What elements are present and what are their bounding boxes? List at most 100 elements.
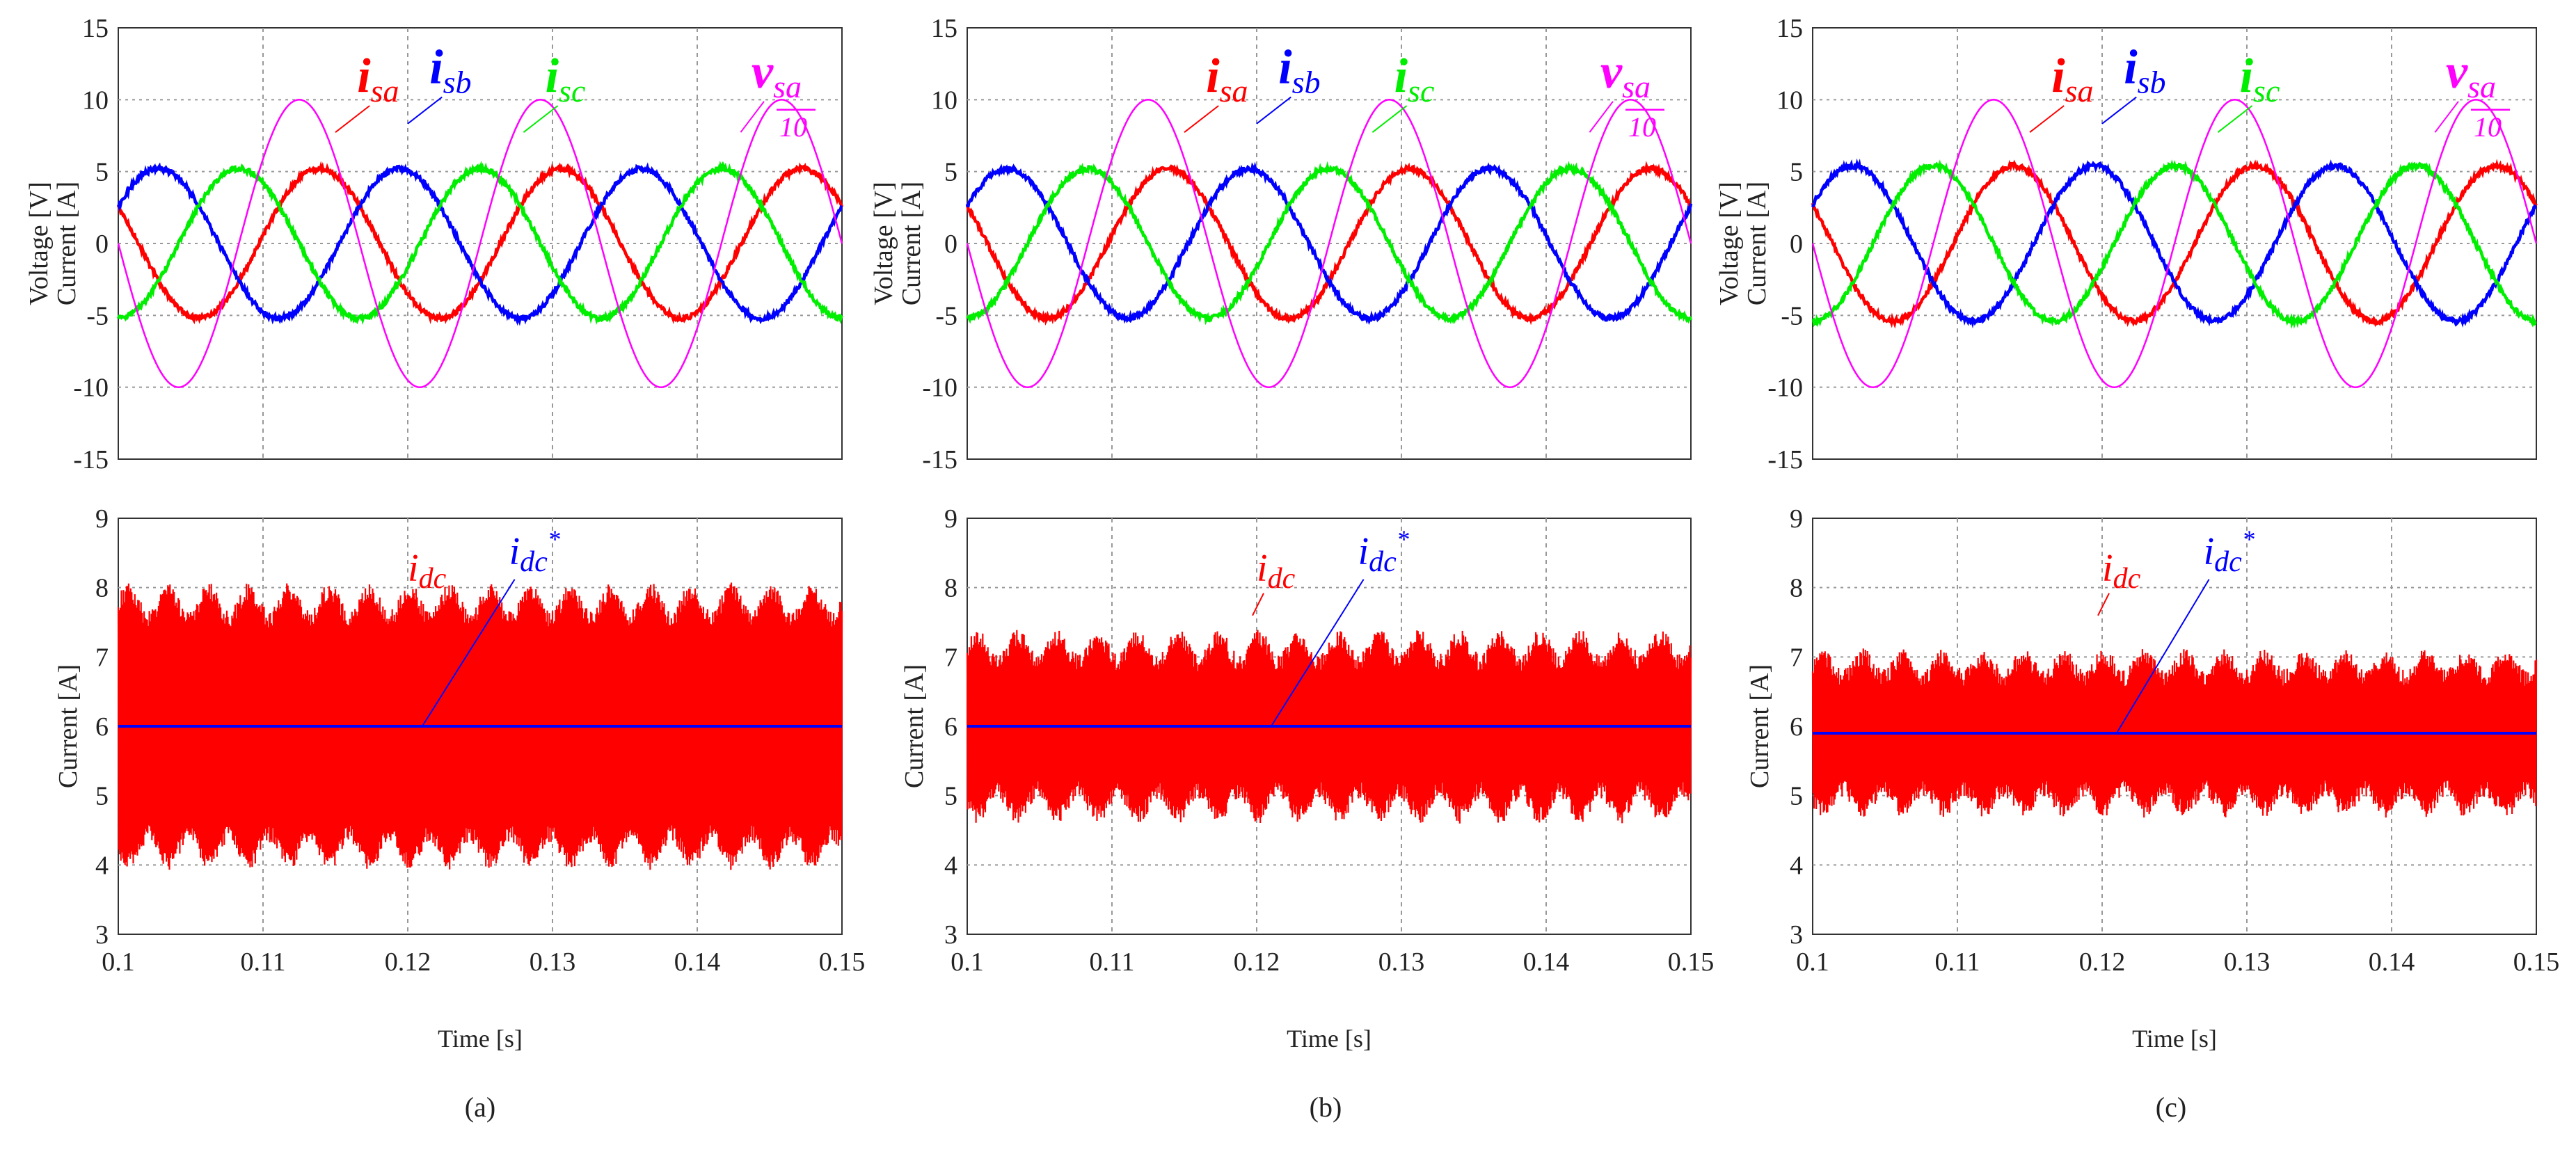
y-tick-label: 7 — [1790, 643, 1803, 672]
y-tick-label: 5 — [95, 158, 109, 187]
annotation-subscript: sb — [1292, 65, 1321, 100]
annotation-arrow — [1252, 593, 1264, 616]
annotation-arrow — [1270, 579, 1365, 727]
y-tick-label: 15 — [1776, 14, 1803, 43]
y-tick-label: 15 — [82, 14, 109, 43]
annotation-arrow — [2029, 105, 2065, 133]
x-tick-label: 0.1 — [102, 947, 135, 977]
y-axis-label-voltage: Voltage [V] — [1715, 182, 1744, 305]
series-line-isb — [116, 162, 843, 326]
y-tick-label: 3 — [1790, 920, 1803, 950]
annotation-arrow — [2434, 101, 2459, 133]
annotation-superscript: * — [548, 525, 560, 553]
x-tick-label: 0.1 — [951, 947, 984, 977]
y-tick-label: -10 — [73, 374, 109, 403]
x-tick-label: 0.14 — [1523, 947, 1570, 977]
annotation-subscript: sa — [1622, 69, 1651, 104]
y-tick-label: -5 — [86, 301, 109, 330]
annotation-arrow — [2101, 96, 2137, 125]
caption-b: (b) — [1310, 1091, 1342, 1123]
y-tick-label: 7 — [95, 643, 109, 672]
annotation-arrow — [407, 96, 443, 125]
y-tick-label: -15 — [1767, 445, 1803, 474]
annotation-subscript: sa — [773, 69, 802, 104]
y-tick-label: 15 — [931, 14, 957, 43]
y-tick-label: 6 — [1790, 712, 1803, 742]
annotation-subscript: sa — [1220, 73, 1248, 109]
y-tick-label: -5 — [935, 301, 957, 330]
x-tick-label: 0.12 — [385, 947, 431, 977]
y-tick-label: 10 — [82, 86, 109, 115]
y-tick-label: 9 — [944, 504, 957, 534]
annotation-subscript: sa — [2467, 69, 2496, 104]
y-tick-label: -10 — [1767, 374, 1803, 403]
annotation-arrow — [403, 593, 415, 616]
x-tick-label: 0.12 — [1234, 947, 1280, 977]
x-tick-label: 0.14 — [2369, 947, 2415, 977]
x-tick-label: 0.12 — [2079, 947, 2126, 977]
y-axis-label-current: Current [A] — [1742, 182, 1772, 305]
y-tick-label: 10 — [1776, 86, 1803, 115]
series-line-vsa — [1811, 99, 2538, 388]
annotation-subscript: dc — [2113, 563, 2141, 595]
annotation-subscript: sb — [443, 65, 472, 100]
y-tick-label: 4 — [1790, 851, 1803, 880]
y-axis-label-voltage: Voltage [V] — [869, 182, 898, 305]
dc-plot-b: 9 8 7 6 5 4 30.1 0.11 0.12 0.13 0.14 0.15 Current [… — [900, 504, 1714, 1053]
series-line-isc — [1811, 159, 2537, 329]
x-tick-label: 0.15 — [2513, 947, 2560, 977]
annotation-subscript: sc — [559, 73, 585, 109]
x-tick-label: 0.13 — [1378, 947, 1425, 977]
annotation-divisor: 10 — [779, 111, 807, 143]
annotation-subscript: dc — [419, 563, 447, 595]
y-tick-label: 4 — [95, 851, 109, 880]
y-tick-label: -10 — [922, 374, 957, 403]
x-tick-label: 0.11 — [1934, 947, 1980, 977]
y-axis-label-current: Current [A] — [900, 664, 929, 788]
annotation-arrow — [1184, 105, 1219, 133]
annotation-arrow — [2217, 105, 2253, 133]
y-tick-label: 0 — [944, 230, 957, 259]
y-tick-label: 8 — [1790, 574, 1803, 603]
series-line-isb — [1811, 158, 2538, 329]
annotation-superscript: * — [2242, 525, 2255, 553]
x-tick-label: 0.11 — [1089, 947, 1134, 977]
annotation-arrow — [1589, 101, 1614, 133]
y-axis-label-current: Current [A] — [1745, 664, 1774, 788]
y-tick-label: 5 — [95, 782, 109, 811]
x-tick-label: 0.13 — [2224, 947, 2271, 977]
y-tick-label: 0 — [1790, 230, 1803, 259]
dc-plot-c: 9 8 7 6 5 4 30.1 0.11 0.12 0.13 0.14 0.15 Current [… — [1745, 504, 2559, 1053]
annotation-divisor: 10 — [2474, 111, 2502, 143]
series-line-isc — [116, 160, 843, 326]
y-tick-label: 3 — [95, 920, 109, 950]
y-tick-label: 6 — [95, 712, 109, 742]
annotation-arrow — [1256, 96, 1291, 125]
annotation-subscript: sa — [2065, 73, 2094, 109]
x-tick-label: 0.14 — [674, 947, 721, 977]
y-tick-label: -15 — [922, 445, 957, 474]
annotation-subscript: dc — [1268, 563, 1296, 595]
annotation-subscript: dc — [2214, 546, 2242, 578]
y-tick-label: -15 — [73, 445, 109, 474]
annotation-arrow — [421, 579, 516, 727]
series-line-isc — [966, 161, 1693, 326]
annotation-subscript: sb — [2138, 65, 2166, 100]
x-tick-label: 0.1 — [1796, 947, 1829, 977]
y-tick-label: 3 — [944, 920, 957, 950]
y-axis-label-current: Current [A] — [52, 182, 81, 305]
caption-c: (c) — [2156, 1091, 2186, 1123]
y-axis-label-current: Current [A] — [54, 664, 83, 788]
series-line-vsa — [966, 99, 1692, 388]
annotation-divisor: 10 — [1628, 111, 1656, 143]
x-axis-label: Time [s] — [2132, 1025, 2217, 1053]
x-tick-label: 0.13 — [530, 947, 576, 977]
y-tick-label: 5 — [944, 782, 957, 811]
y-tick-label: 5 — [944, 158, 957, 187]
y-tick-label: 9 — [95, 504, 109, 534]
